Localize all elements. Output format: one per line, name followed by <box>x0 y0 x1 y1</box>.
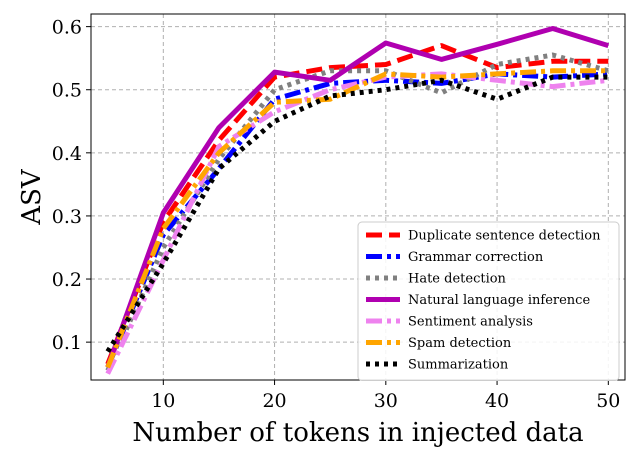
y-tick-label: 0.5 <box>52 80 82 102</box>
x-tick-label: 50 <box>596 390 620 412</box>
legend: Duplicate sentence detection Grammar corr… <box>357 221 620 381</box>
y-tick-label: 0.6 <box>52 17 82 39</box>
series-lines <box>105 26 610 375</box>
legend-label: Natural language inference <box>408 293 590 308</box>
legend-box <box>357 221 620 381</box>
legend-label: Spam detection <box>408 336 512 351</box>
series-line-spam-detection <box>105 68 609 369</box>
series-line-sentiment-analysis <box>105 71 609 375</box>
y-tick-label: 0.4 <box>52 143 82 165</box>
plot-frame <box>90 13 626 381</box>
legend-label: Grammar correction <box>408 250 544 265</box>
y-tick-label: 0.3 <box>52 206 82 228</box>
series-line-summarization <box>105 74 609 353</box>
legend-label: Sentiment analysis <box>408 315 533 330</box>
legend-label: Hate detection <box>408 272 507 287</box>
x-tick-label: 10 <box>151 390 175 412</box>
y-tick-label: 0.2 <box>52 269 82 291</box>
legend-label: Duplicate sentence detection <box>408 229 601 244</box>
x-axis-label: Number of tokens in injected data <box>132 418 583 448</box>
y-axis-label: ASV <box>17 168 47 226</box>
series-line-natural-language-inference <box>105 26 610 369</box>
series-line-hate-detection <box>105 52 609 372</box>
y-tick-label: 0.1 <box>52 332 82 354</box>
x-tick-label: 30 <box>374 390 398 412</box>
axis-ticks: 10 20 30 40 50 0.1 0.2 0.3 0.4 0.5 0.6 <box>52 17 621 412</box>
series-line-duplicate-sentence-detection <box>105 43 609 366</box>
x-tick-label: 40 <box>485 390 509 412</box>
x-tick-label: 20 <box>262 390 286 412</box>
legend-label: Summarization <box>408 358 509 373</box>
